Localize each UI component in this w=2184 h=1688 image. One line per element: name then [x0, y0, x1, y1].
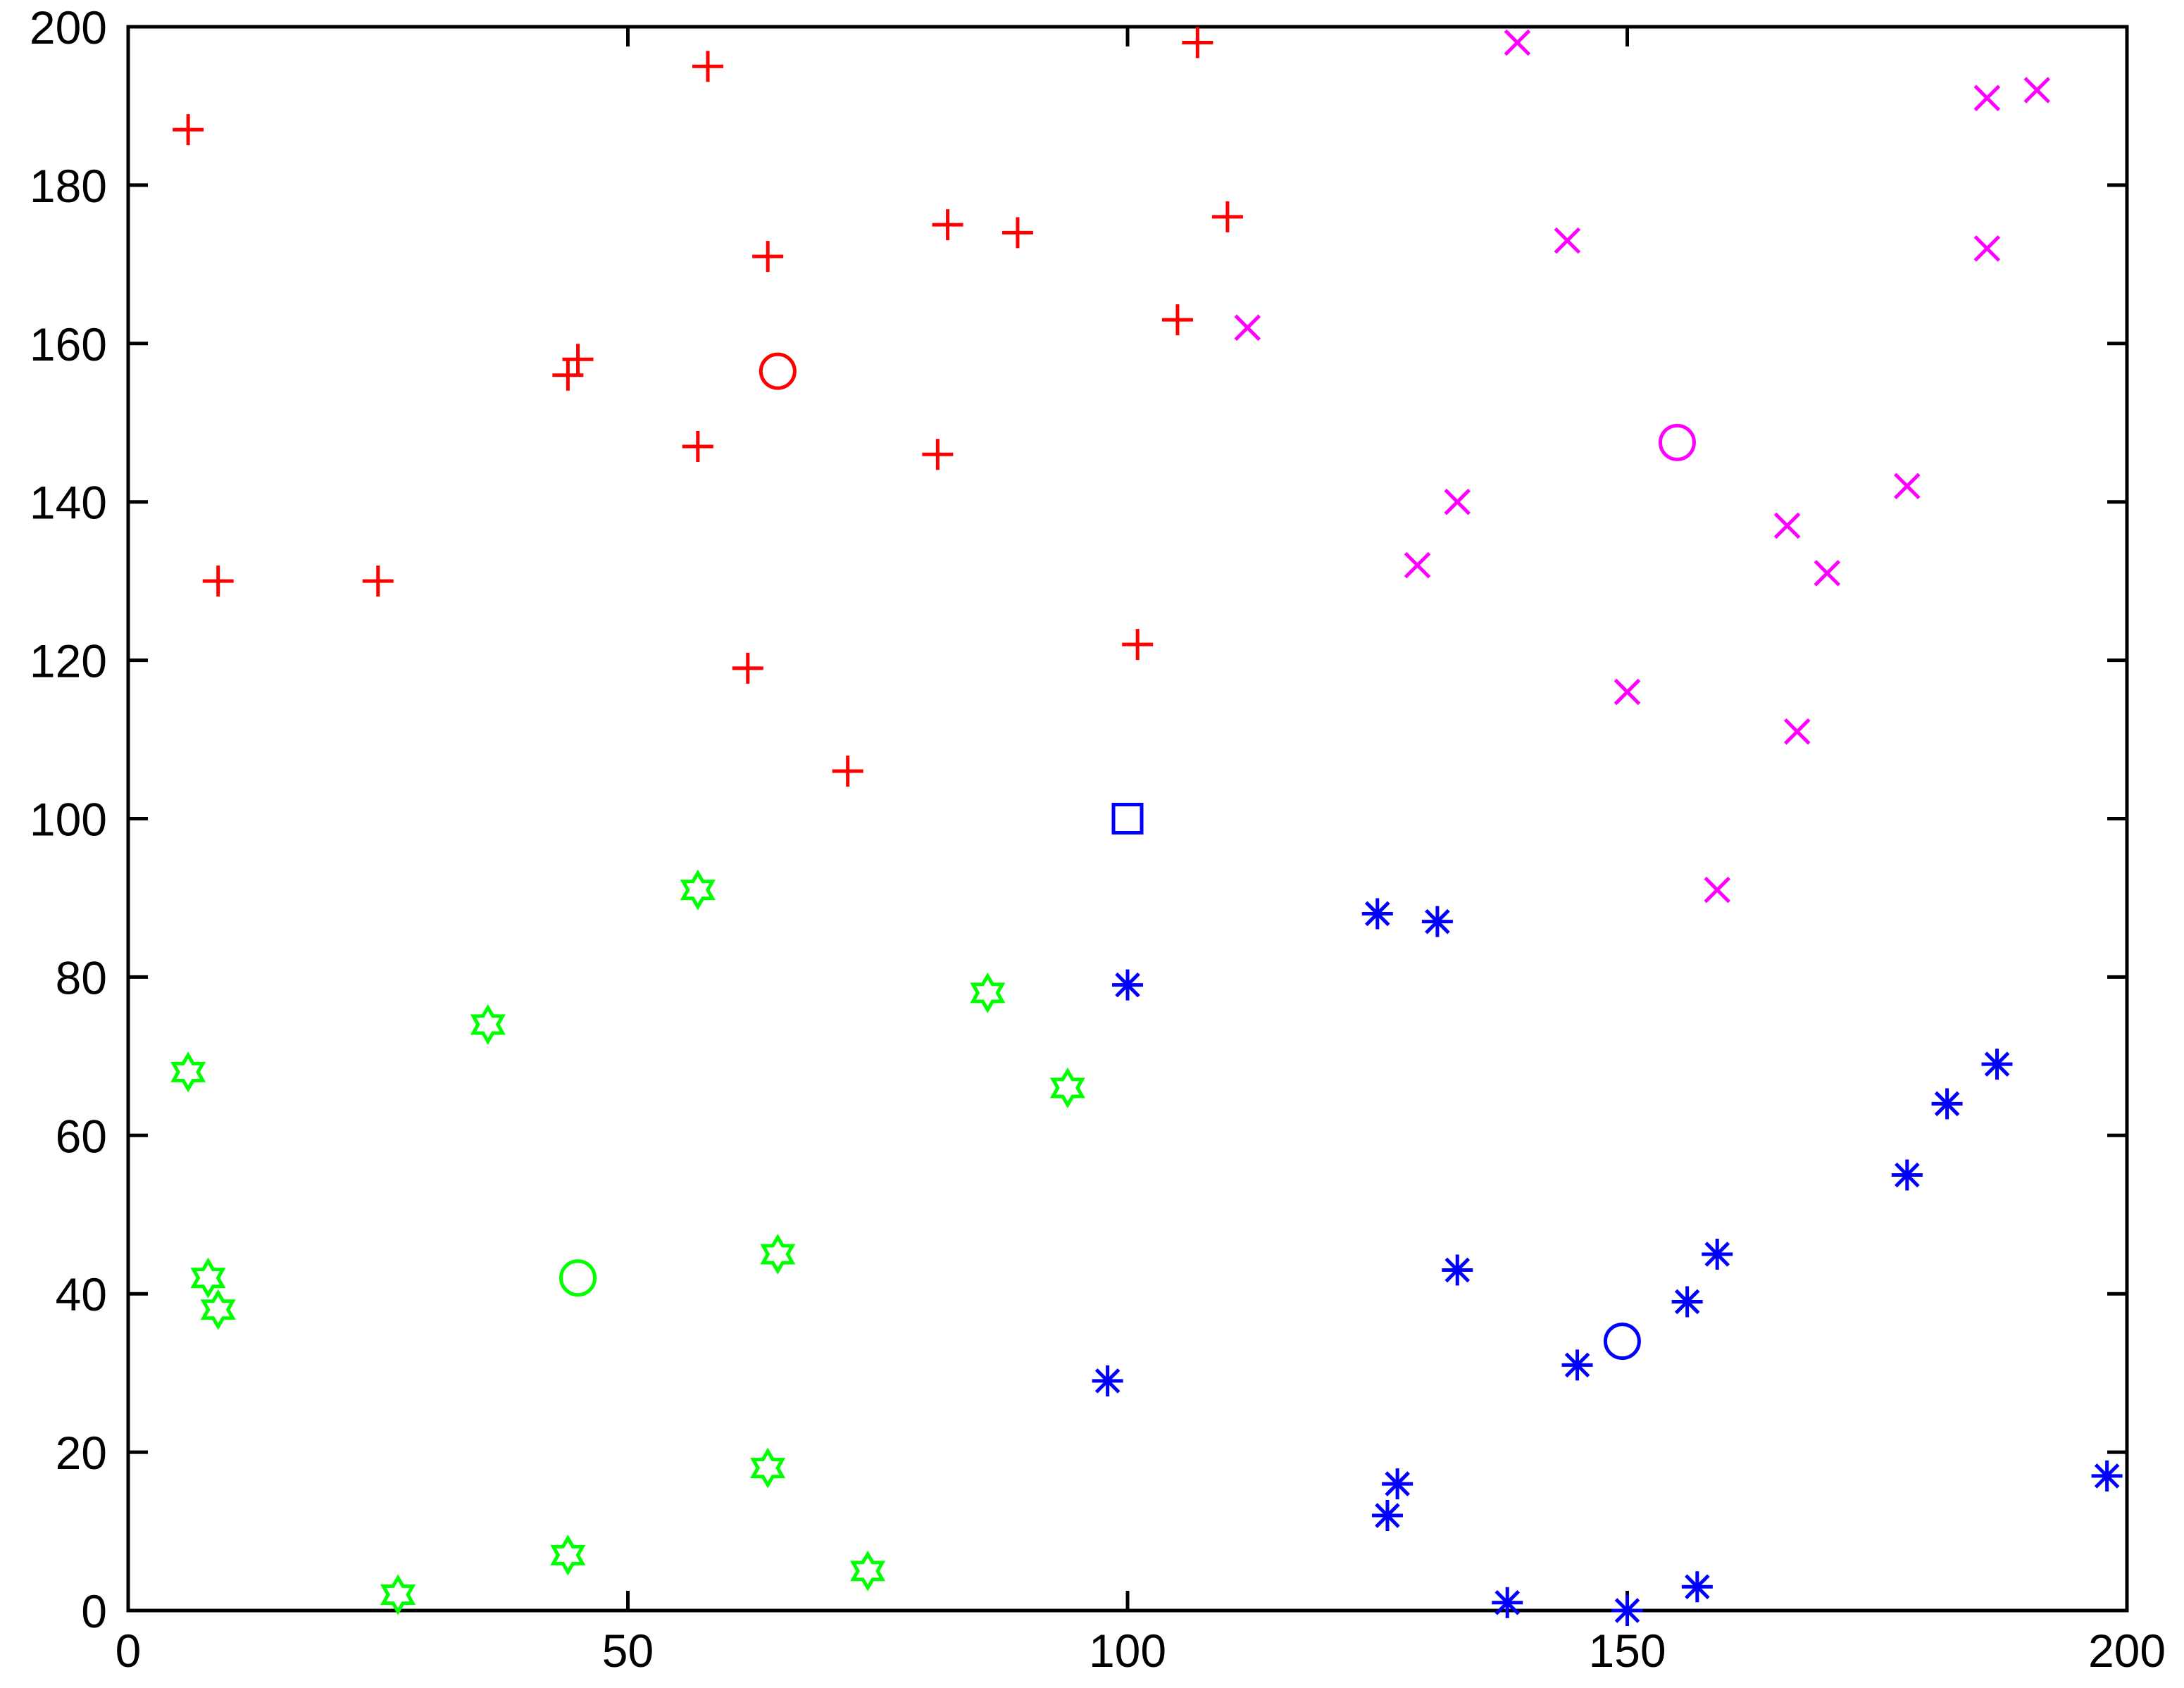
data-point-hexagram [380, 1574, 416, 1615]
data-point-plus [173, 114, 204, 146]
data-point-hexagram [190, 1257, 226, 1299]
data-point-x [1504, 29, 1531, 56]
data-point-asterisk [1702, 1238, 1733, 1270]
x-tick-label: 100 [1089, 1625, 1166, 1677]
data-point-x [1814, 560, 1841, 587]
data-point-hexagram [170, 1051, 206, 1093]
data-point-x [1444, 488, 1471, 515]
data-point-plus [832, 756, 863, 787]
data-point-plus [1001, 217, 1033, 249]
y-tick-label: 120 [30, 635, 107, 687]
data-point-asterisk [1371, 1500, 1403, 1532]
data-point-x [1973, 235, 2001, 262]
y-tick-label: 140 [30, 477, 107, 529]
data-point-plus [752, 241, 784, 273]
centroid-marker [1603, 1323, 1641, 1361]
data-point-x [1404, 551, 1431, 579]
data-point-plus [692, 51, 724, 82]
data-point-asterisk [1112, 969, 1143, 1001]
data-point-asterisk [1681, 1571, 1713, 1603]
square-marker [1111, 803, 1144, 834]
data-point-x [1773, 512, 1801, 539]
plot-frame [126, 25, 2129, 1613]
data-point-asterisk [2091, 1460, 2123, 1492]
data-point-asterisk [1421, 906, 1453, 937]
data-point-x [1554, 227, 1581, 254]
data-point-hexagram [200, 1289, 236, 1330]
data-point-asterisk [1442, 1254, 1473, 1286]
data-point-asterisk [1611, 1595, 1643, 1626]
data-point-asterisk [1382, 1468, 1414, 1500]
data-point-asterisk [1492, 1587, 1523, 1618]
data-point-x [1614, 678, 1641, 706]
data-point-plus [202, 565, 234, 597]
data-point-plus [1161, 304, 1193, 336]
data-point-x [1234, 314, 1261, 342]
data-point-hexagram [760, 1234, 796, 1275]
data-point-x [1704, 876, 1730, 904]
data-point-asterisk [1561, 1349, 1593, 1381]
data-point-plus [1182, 27, 1213, 58]
data-point-plus [1122, 629, 1154, 661]
axes: 0 50 100 150 200 0 20 40 60 80 100 120 140 160 180 200 [30, 1, 2166, 1677]
data-point-hexagram [550, 1534, 586, 1576]
data-point-hexagram [750, 1447, 786, 1489]
data-point-plus [362, 565, 394, 597]
centroid-marker [559, 1259, 597, 1297]
data-point-plus [552, 359, 584, 391]
x-tick-label: 0 [116, 1625, 142, 1677]
data-point-plus [562, 344, 594, 375]
y-tick-label: 200 [30, 1, 107, 54]
y-tick-label: 100 [30, 794, 107, 846]
data-point-hexagram [1049, 1067, 1085, 1108]
data-point-asterisk [1092, 1365, 1123, 1396]
data-point-x [1894, 473, 1921, 499]
y-tick-label: 0 [81, 1585, 107, 1637]
centroid-marker [1658, 423, 1696, 461]
plot-marks [170, 27, 2123, 1626]
data-point-asterisk [1981, 1049, 2013, 1080]
centroid-marker [759, 352, 797, 390]
y-tick-label: 160 [30, 318, 107, 370]
x-tick-label: 200 [2088, 1625, 2166, 1677]
data-point-asterisk [1671, 1286, 1703, 1318]
data-point-plus [1211, 201, 1243, 232]
data-point-asterisk [1891, 1159, 1923, 1191]
data-point-hexagram [470, 1004, 506, 1045]
y-tick-label: 80 [56, 951, 107, 1004]
data-point-x [2023, 77, 2051, 104]
y-tick-label: 180 [30, 160, 107, 212]
data-point-x [1783, 718, 1811, 745]
y-tick-label: 20 [56, 1427, 107, 1479]
data-point-plus [682, 430, 713, 462]
data-point-asterisk [1931, 1088, 1963, 1120]
data-point-hexagram [850, 1550, 886, 1592]
data-point-hexagram [970, 972, 1006, 1013]
x-tick-label: 50 [602, 1625, 654, 1677]
data-point-hexagram [680, 869, 716, 911]
data-point-plus [932, 209, 963, 241]
data-point-plus [922, 439, 954, 470]
y-tick-label: 60 [56, 1110, 107, 1162]
data-point-x [1973, 85, 2001, 111]
data-point-plus [732, 652, 763, 684]
data-point-asterisk [1361, 898, 1393, 930]
x-tick-label: 150 [1588, 1625, 1666, 1677]
y-tick-label: 40 [56, 1268, 107, 1320]
